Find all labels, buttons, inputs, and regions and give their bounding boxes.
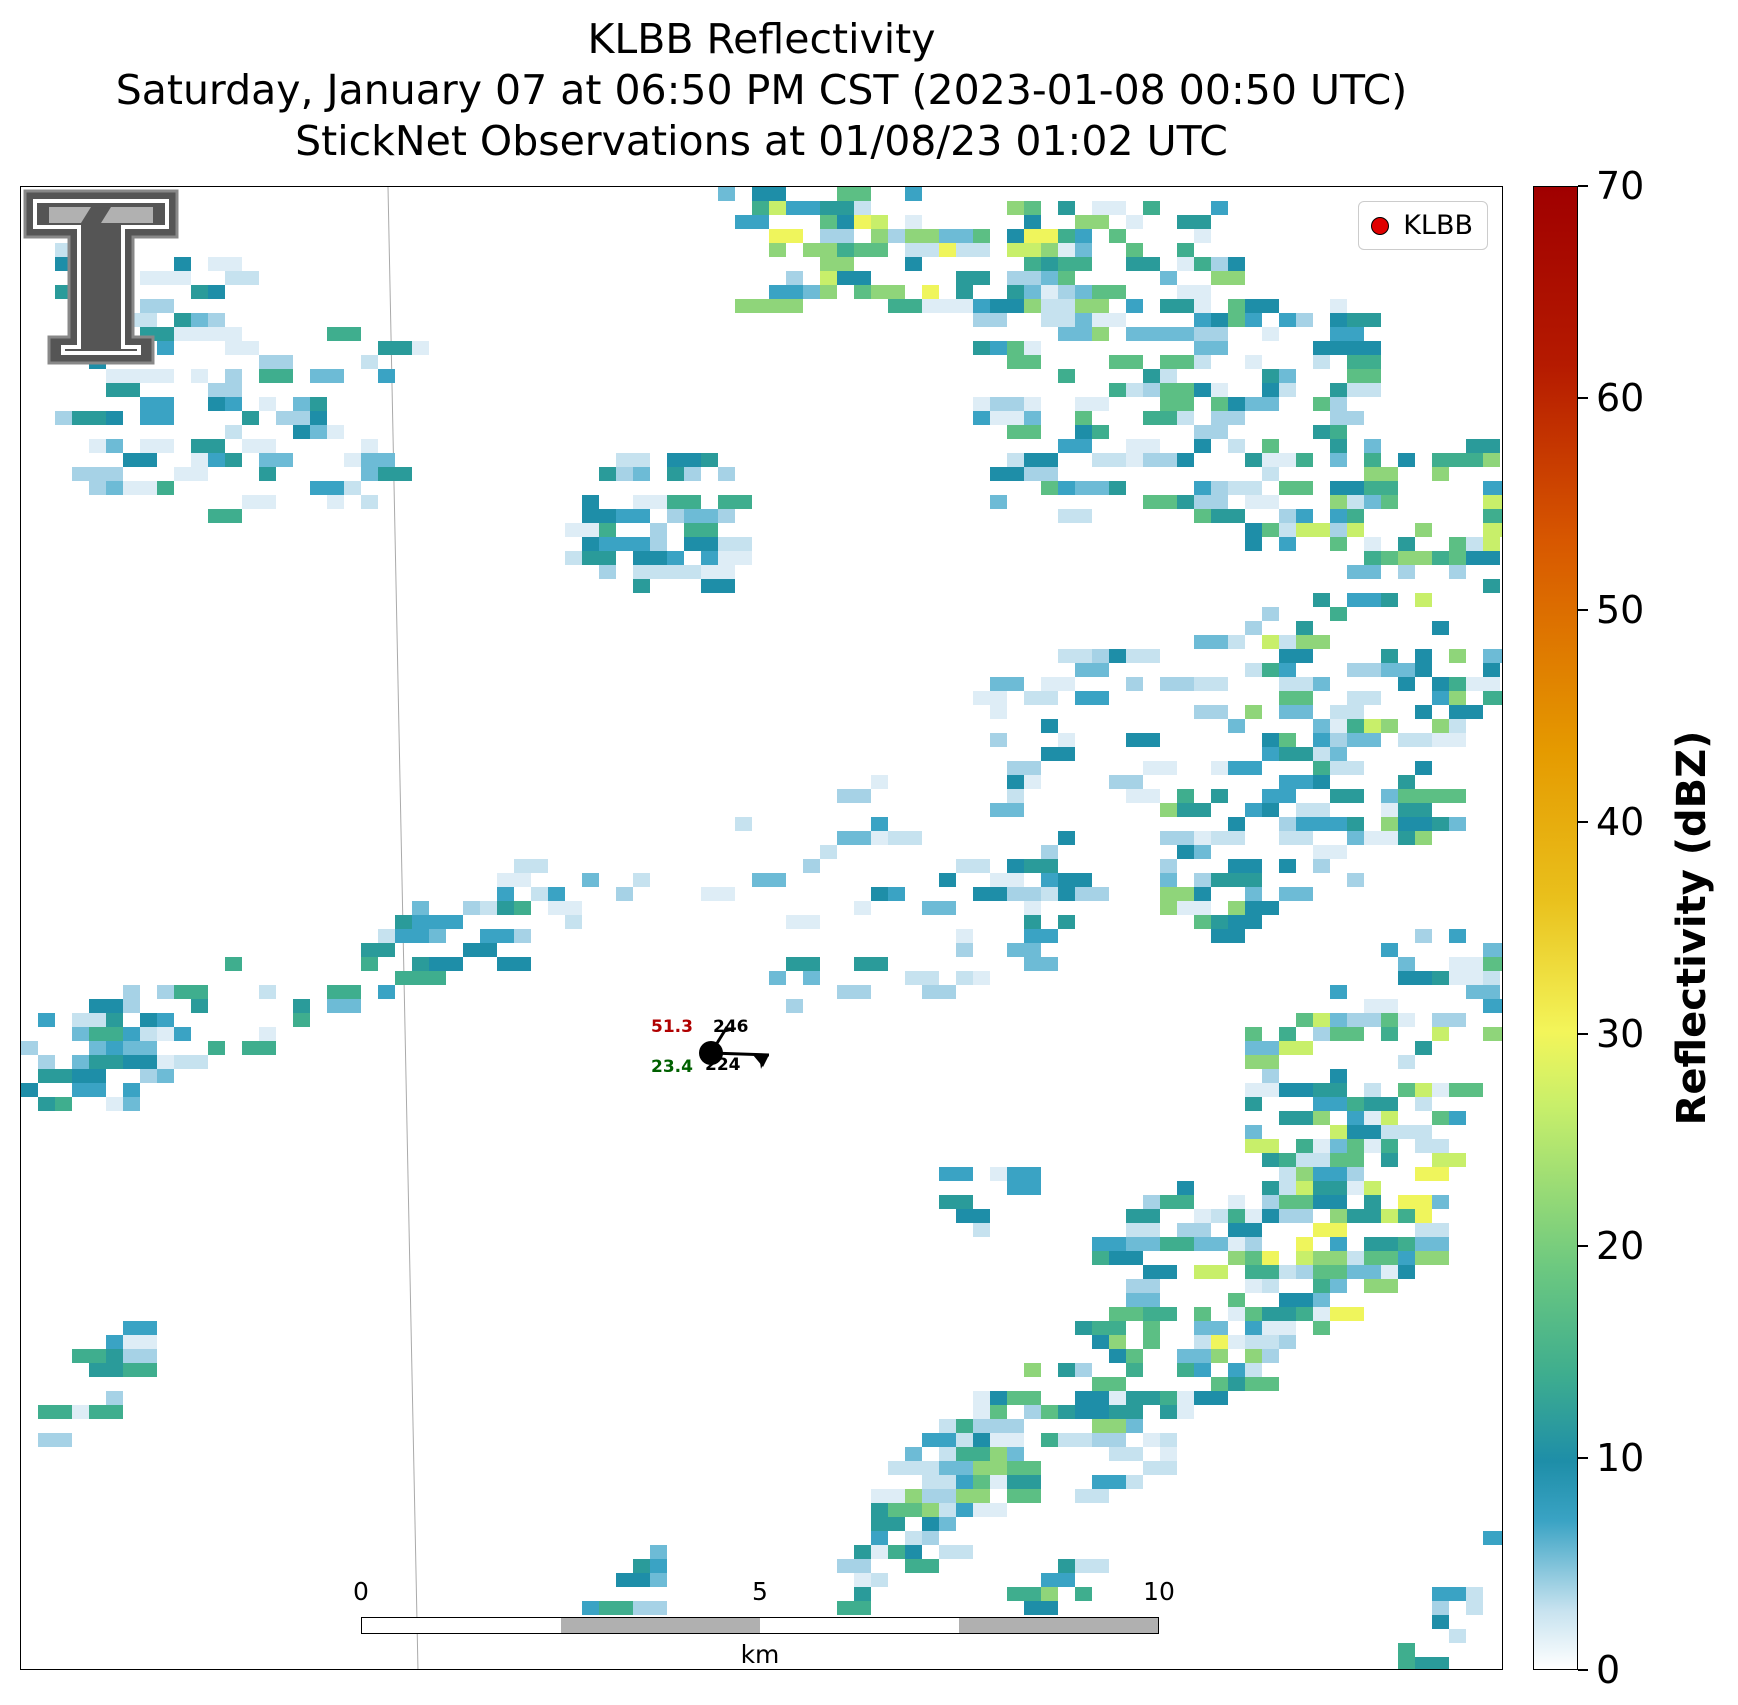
scale-bar: 0 5 10 km — [353, 1577, 1175, 1669]
colorbar-tick-mark — [1578, 1457, 1588, 1459]
colorbar-tick-label: 40 — [1596, 800, 1645, 844]
colorbar-tick-mark — [1578, 821, 1588, 823]
scale-tick-0: 0 — [353, 1577, 369, 1606]
colorbar-tick-mark — [1578, 185, 1588, 187]
scale-unit: km — [740, 1640, 780, 1669]
colorbar-tick-mark — [1578, 1033, 1588, 1035]
scale-tick-10: 10 — [1143, 1577, 1175, 1606]
scale-seg-2 — [561, 1618, 760, 1633]
colorbar — [1533, 186, 1578, 1670]
scale-seg-4 — [959, 1618, 1158, 1633]
station-dewpoint: 23.4 — [651, 1057, 693, 1077]
colorbar-tick-mark — [1578, 609, 1588, 611]
colorbar-tick-label: 60 — [1596, 376, 1645, 420]
scale-seg-3 — [760, 1618, 959, 1633]
scale-seg-1 — [362, 1618, 561, 1633]
reflectivity-field — [21, 187, 1502, 1669]
texas-tech-double-t-logo — [23, 189, 179, 365]
station-temperature: 51.3 — [651, 1017, 693, 1037]
title-observations: StickNet Observations at 01/08/23 01:02 … — [295, 117, 1228, 165]
legend-label: KLBB — [1403, 210, 1473, 241]
colorbar-tick-label: 0 — [1596, 1648, 1621, 1692]
title-radar: KLBB Reflectivity — [587, 15, 936, 63]
title-datetime: Saturday, January 07 at 06:50 PM CST (20… — [115, 66, 1408, 114]
wind-barb-icon — [699, 1026, 770, 1069]
station-top-right-value: 246 — [713, 1017, 749, 1037]
colorbar-tick-label: 30 — [1596, 1012, 1645, 1056]
colorbar-tick-label: 50 — [1596, 588, 1645, 632]
station-bottom-right-value: 224 — [705, 1055, 741, 1075]
colorbar-tick-mark — [1578, 1669, 1588, 1671]
colorbar-title: Reflectivity (dBZ) — [1669, 730, 1715, 1126]
scale-tick-5: 5 — [752, 1577, 768, 1606]
map-title: KLBB Reflectivity Saturday, January 07 a… — [20, 14, 1503, 167]
map-legend: KLBB — [1358, 201, 1488, 250]
scale-bar-track — [361, 1617, 1159, 1634]
colorbar-tick-label: 70 — [1596, 164, 1645, 208]
reflectivity-map[interactable]: KLBB 51.3 246 23.4 224 0 5 10 km — [20, 186, 1503, 1670]
colorbar-tick-mark — [1578, 1245, 1588, 1247]
colorbar-tick-mark — [1578, 397, 1588, 399]
sticknet-station[interactable]: 51.3 246 23.4 224 — [651, 1017, 831, 1097]
colorbar-tick-label: 20 — [1596, 1224, 1645, 1268]
colorbar-tick-label: 10 — [1596, 1436, 1645, 1480]
klbb-marker-icon — [1371, 216, 1390, 235]
